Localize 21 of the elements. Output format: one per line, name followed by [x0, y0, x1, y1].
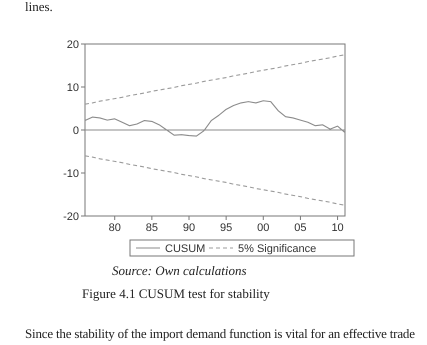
line-series: [84, 54, 346, 105]
x-tick-label: 80: [108, 222, 121, 234]
y-tick-label: 10: [66, 82, 79, 94]
line-series: [84, 155, 346, 206]
y-tick-label: -10: [63, 168, 79, 180]
y-tick-label: 20: [66, 38, 79, 51]
source-note: Source: Own calculations: [112, 263, 247, 278]
x-tick-label: 85: [146, 222, 158, 234]
x-tick-label: 05: [294, 222, 307, 234]
caption: Figure 4.1 CUSUM test for stability: [82, 286, 270, 301]
x-tick-label: 95: [220, 222, 232, 234]
text: Since the stability of the import demand function is vital for an effective trade: [25, 326, 416, 341]
text: lines.: [25, 0, 53, 14]
x-tick-label: 90: [182, 222, 196, 234]
x-tick-label: 10: [331, 222, 344, 234]
legend-label: 5% Significance: [238, 243, 316, 255]
y-tick-label: 0: [72, 124, 79, 137]
x-tick-label: 00: [257, 222, 270, 234]
line-series: [84, 100, 346, 137]
legend-label: CUSUM: [165, 243, 206, 255]
y-tick-label: -20: [63, 210, 79, 223]
